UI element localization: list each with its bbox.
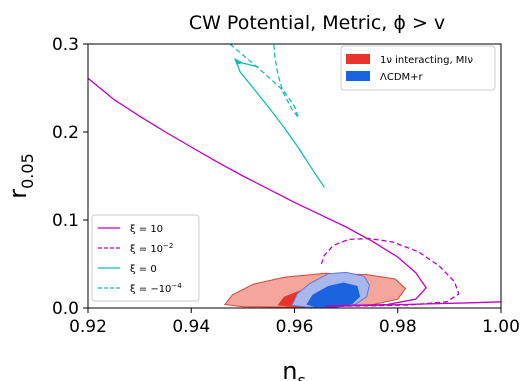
contour-lcdm-inner — [306, 282, 361, 308]
legend-label-xi-neg-1e-4: ξ = −10−4 — [130, 282, 182, 295]
legend-swatch-interacting — [346, 54, 370, 64]
y-axis: 0.0 0.1 0.2 0.3 — [52, 35, 88, 319]
y-tick-label: 0.1 — [52, 211, 79, 231]
legend-label-xi-1e-2: ξ = 10−2 — [130, 242, 173, 255]
legend-label-interacting: 1ν interacting, MIν — [380, 55, 473, 66]
legend-swatch-lcdm — [346, 71, 370, 81]
y-tick-label: 0.2 — [52, 123, 79, 143]
legend-label-xi-10: ξ = 10 — [130, 224, 163, 235]
legend-label-main: ξ = 0 — [130, 264, 157, 275]
x-axis: 0.92 0.94 0.96 0.98 1.00 — [69, 308, 520, 337]
x-tick-label: 0.94 — [172, 317, 210, 337]
y-axis-label-main: r — [4, 189, 32, 199]
series-line-xi-1e-2 — [320, 237, 460, 308]
x-tick-label: 0.92 — [69, 317, 107, 337]
y-tick-label: 0.3 — [52, 35, 79, 55]
x-axis-label-sub: s — [297, 371, 305, 381]
legend-label-main: ξ = 10 — [130, 224, 163, 235]
legend-lines-frame — [91, 214, 200, 302]
legend-contours: 1ν interacting, MIν ΛCDM+r — [340, 45, 496, 91]
series-layer — [88, 44, 501, 308]
series-line-xi-neg-1e-4 — [229, 44, 300, 119]
chart-title: CW Potential, Metric, ϕ > v — [189, 12, 445, 34]
contour-layer — [223, 271, 407, 308]
x-axis-label-main: n — [282, 357, 297, 381]
legend-label-xi-0: ξ = 0 — [130, 264, 157, 275]
legend-label-lcdm: ΛCDM+r — [380, 72, 424, 83]
x-tick-label: 0.98 — [379, 317, 417, 337]
legend-lines: ξ = 10ξ = 10−2ξ = 0ξ = −10−4 — [91, 214, 200, 302]
legend-label-sup: −2 — [163, 242, 173, 250]
x-tick-label: 1.00 — [482, 317, 520, 337]
y-axis-label-sub: 0.05 — [18, 153, 37, 189]
x-axis-label: ns — [282, 357, 306, 381]
legend-label-main: ξ = 10 — [130, 244, 163, 255]
y-tick-label: 0.0 — [52, 299, 79, 319]
y-axis-label: r0.05 — [4, 153, 37, 199]
series-arrowhead-xi-0 — [234, 58, 244, 65]
legend-lines-entries: ξ = 10ξ = 10−2ξ = 0ξ = −10−4 — [98, 224, 182, 295]
legend-label-sup: −4 — [171, 282, 182, 290]
legend-contours-frame — [340, 45, 496, 91]
x-tick-label: 0.96 — [276, 317, 314, 337]
legend-label-main: ξ = −10 — [130, 284, 171, 295]
